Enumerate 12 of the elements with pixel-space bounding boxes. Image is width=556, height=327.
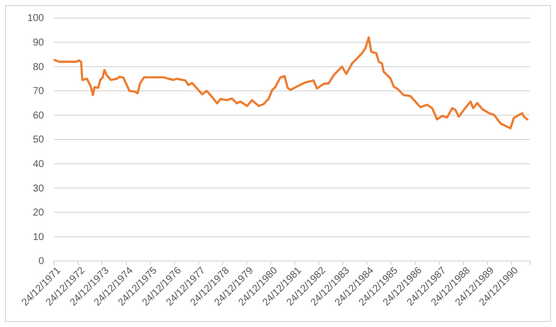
y-tick-label: 0 bbox=[38, 256, 44, 268]
y-tick-label: 40 bbox=[32, 159, 44, 170]
y-tick-label: 100 bbox=[27, 13, 44, 24]
y-tick-label: 20 bbox=[32, 208, 44, 219]
y-tick-label: 30 bbox=[32, 183, 44, 194]
y-tick-label: 50 bbox=[32, 134, 44, 146]
y-tick-label: 70 bbox=[32, 86, 44, 98]
y-tick-label: 10 bbox=[32, 232, 44, 243]
y-tick-label: 90 bbox=[32, 38, 44, 48]
line-series bbox=[53, 36, 528, 130]
y-tick-label: 80 bbox=[32, 62, 44, 73]
y-tick-label: 60 bbox=[32, 110, 44, 122]
